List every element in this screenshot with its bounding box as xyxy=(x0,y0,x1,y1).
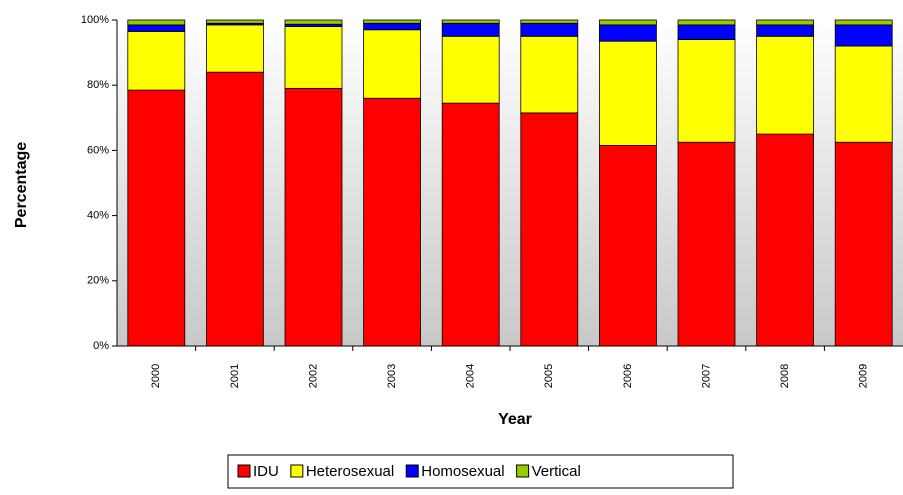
legend-label: Homosexual xyxy=(421,463,504,480)
legend-swatch xyxy=(290,464,304,478)
bar-segment xyxy=(205,19,264,24)
bar-segment xyxy=(284,19,343,25)
bar-segment xyxy=(441,22,500,37)
bar-segment xyxy=(441,102,500,347)
x-tick-label: 2004 xyxy=(465,364,477,388)
bar-segment xyxy=(599,145,657,347)
legend-label: Vertical xyxy=(532,463,581,480)
bar-segment xyxy=(441,19,500,24)
x-tick-label: 2008 xyxy=(779,364,791,388)
bar-segment xyxy=(599,19,657,26)
bar-segment xyxy=(363,97,422,347)
y-tick-label: 60% xyxy=(87,144,109,156)
bar-segment xyxy=(677,141,736,347)
bar-segment xyxy=(363,19,422,24)
bar-segment xyxy=(756,35,814,135)
legend-swatch xyxy=(405,464,419,478)
x-tick-label: 2006 xyxy=(622,364,634,388)
bar-segment xyxy=(520,112,579,347)
bar-segment xyxy=(127,89,186,347)
x-axis-label: Year xyxy=(498,411,532,428)
bar-segment xyxy=(205,24,264,73)
bar-segment xyxy=(756,19,814,26)
x-tick-label: 2009 xyxy=(858,364,870,388)
bar-segment xyxy=(520,35,579,114)
y-tick-label: 100% xyxy=(81,14,109,26)
bar-segment xyxy=(363,22,422,31)
bar-segment xyxy=(441,35,500,104)
legend-box xyxy=(227,454,734,489)
x-tick-label: 2000 xyxy=(150,364,162,388)
bar-segment xyxy=(677,19,736,26)
bar-segment xyxy=(599,24,657,42)
bar-segment xyxy=(127,19,186,26)
bar-segment xyxy=(677,24,736,40)
x-tick-label: 2003 xyxy=(386,364,398,388)
y-tick-label: 80% xyxy=(87,79,109,91)
y-tick-label: 0% xyxy=(93,340,109,352)
x-tick-label: 2001 xyxy=(229,364,241,388)
bar-segment xyxy=(834,45,893,143)
x-tick-label: 2005 xyxy=(543,364,555,388)
y-tick-label: 20% xyxy=(87,275,109,287)
legend-label: IDU xyxy=(253,463,279,480)
bar-segment xyxy=(363,29,422,99)
bar-segment xyxy=(520,19,579,24)
x-tick-label: 2002 xyxy=(307,364,319,388)
bar-segment xyxy=(520,22,579,37)
bar-segment xyxy=(127,24,186,32)
x-tick-label: 2007 xyxy=(700,364,712,388)
bar-segment xyxy=(834,19,893,26)
bar-segment xyxy=(834,24,893,47)
bar-segment xyxy=(127,31,186,91)
bar-segment xyxy=(284,88,343,347)
bar-segment xyxy=(205,71,264,347)
bar-segment xyxy=(284,26,343,89)
bar-segment xyxy=(756,24,814,37)
legend-swatch xyxy=(516,464,530,478)
bar-segment xyxy=(756,133,814,347)
y-axis-label: Percentage xyxy=(13,142,30,228)
bar-segment xyxy=(599,40,657,146)
bar-segment xyxy=(677,39,736,143)
legend-label: Heterosexual xyxy=(306,463,394,480)
bar-segment xyxy=(834,141,893,347)
y-tick-label: 40% xyxy=(87,210,109,222)
legend-swatch xyxy=(237,464,251,478)
